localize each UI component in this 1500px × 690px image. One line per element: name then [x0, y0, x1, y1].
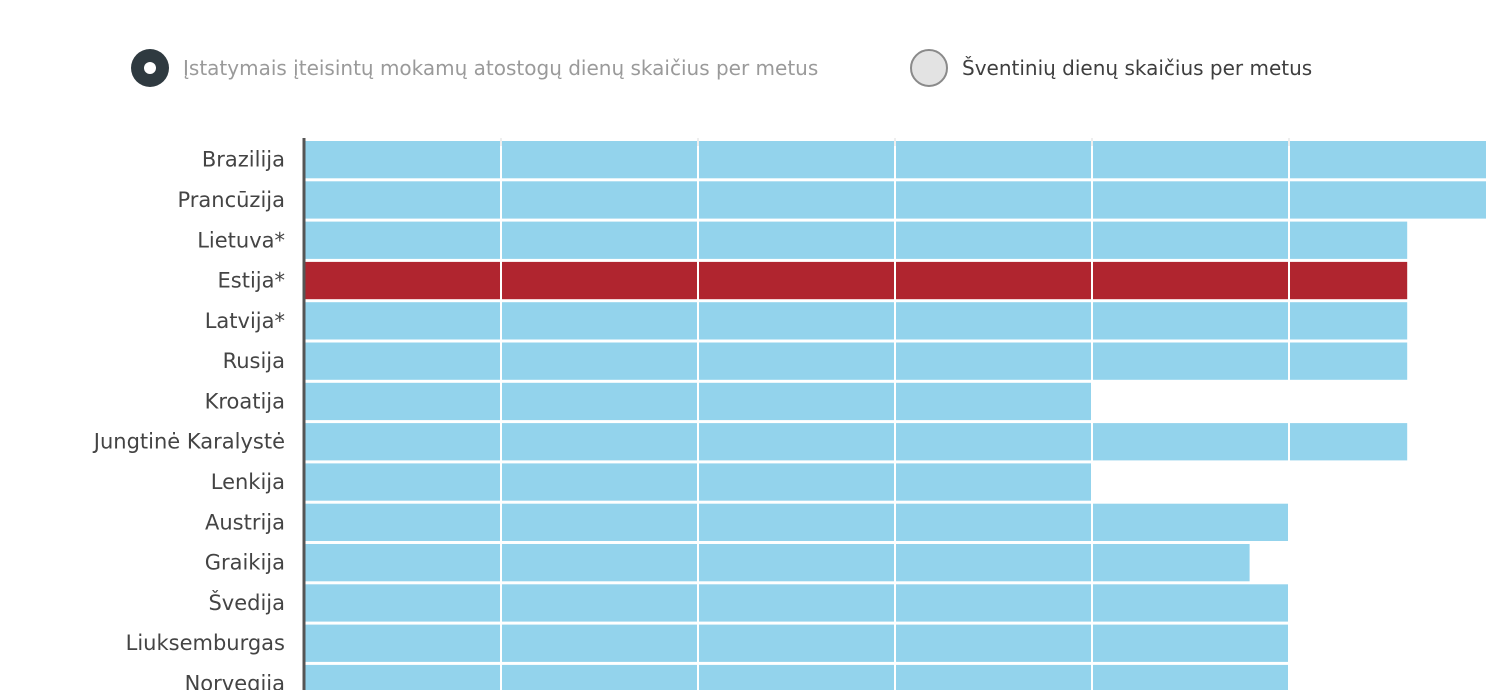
bar-13[interactable] — [304, 664, 1289, 690]
category-label-5: Rusija — [223, 349, 285, 373]
legend-label-paid-leave: Įstatymais įteisintų mokamų atostogų die… — [183, 56, 819, 80]
category-label-11: Švedija — [208, 590, 285, 615]
bar-9[interactable] — [304, 503, 1289, 541]
legend-item-paid-leave[interactable]: Įstatymais įteisintų mokamų atostogų die… — [131, 46, 818, 90]
bar-3[interactable] — [304, 261, 1408, 300]
category-label-4: Latvija* — [205, 309, 285, 333]
category-label-2: Lietuva* — [197, 228, 285, 252]
bar-11[interactable] — [304, 584, 1289, 622]
bar-4[interactable] — [304, 302, 1408, 340]
bar-10[interactable] — [304, 544, 1250, 582]
category-label-1: Prancūzija — [177, 188, 285, 212]
radio-unselected-icon[interactable] — [910, 49, 948, 87]
chart-legend: Įstatymais įteisintų mokamų atostogų die… — [0, 46, 1500, 90]
category-label-8: Lenkija — [211, 470, 285, 494]
legend-label-holidays: Šventinių dienų skaičius per metus — [962, 56, 1313, 80]
radio-selected-icon[interactable] — [131, 49, 169, 87]
category-label-7: Jungtinė Karalystė — [92, 430, 285, 454]
bar-5[interactable] — [304, 342, 1408, 380]
category-label-9: Austrija — [205, 510, 285, 534]
category-label-0: Brazilija — [202, 148, 285, 172]
category-label-3: Estija* — [218, 269, 285, 293]
category-label-10: Graikija — [205, 551, 285, 575]
bar-7[interactable] — [304, 423, 1408, 461]
bar-12[interactable] — [304, 624, 1289, 662]
category-label-12: Liuksemburgas — [126, 631, 285, 655]
category-label-13: Norvegija — [185, 672, 285, 690]
legend-item-holidays[interactable]: Šventinių dienų skaičius per metus — [910, 46, 1312, 90]
bar-2[interactable] — [304, 221, 1408, 259]
category-label-6: Kroatija — [205, 389, 285, 413]
